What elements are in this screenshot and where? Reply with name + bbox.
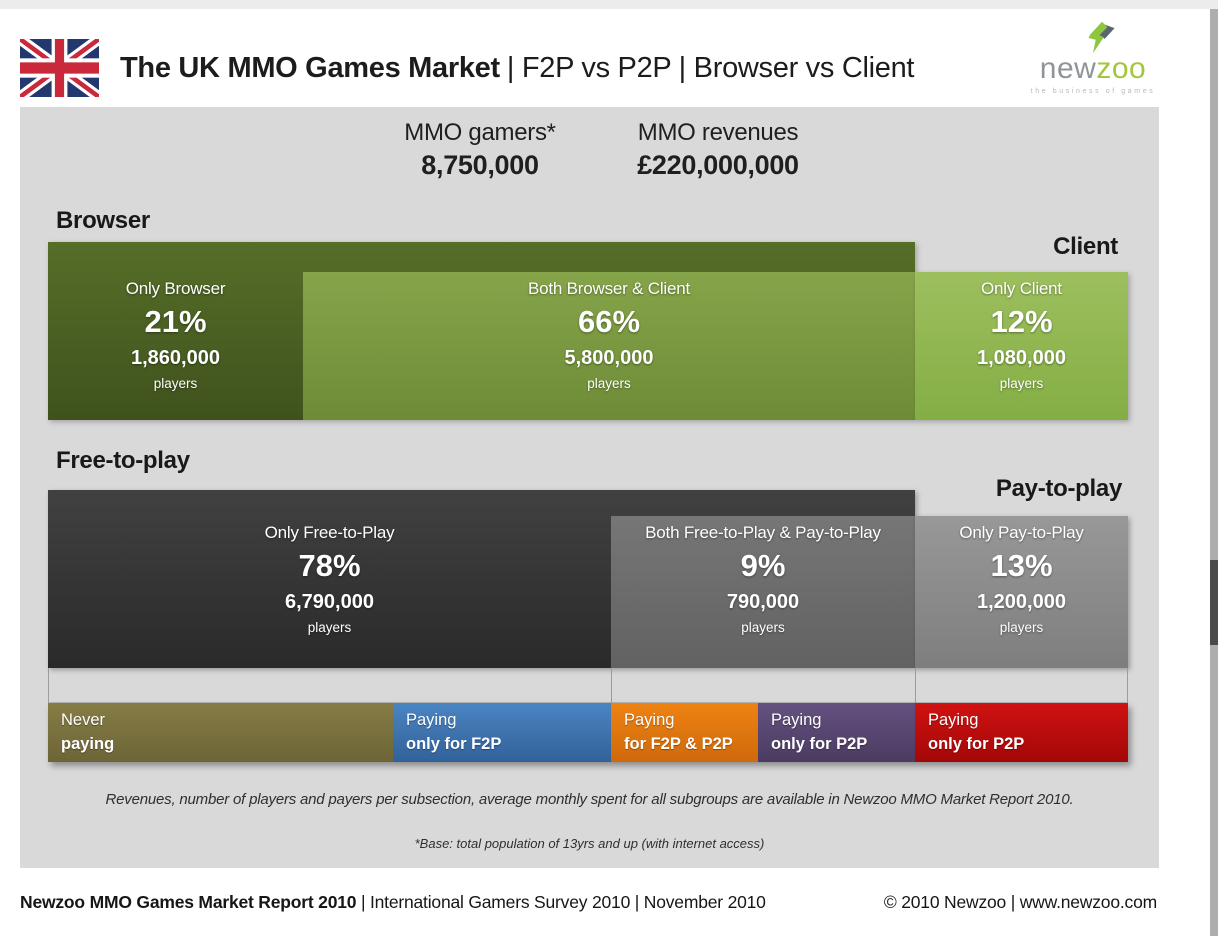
payment-line1: Paying	[771, 711, 822, 729]
logo-new-text: new	[1039, 52, 1097, 85]
title-main: The UK MMO Games Market	[120, 52, 500, 84]
copyright-footer: © 2010 Newzoo | www.newzoo.com	[883, 892, 1157, 912]
segment-unit: players	[999, 376, 1044, 391]
segment-unit: players	[307, 620, 352, 635]
connector-divider	[611, 668, 612, 703]
segment-players: 5,800,000	[564, 347, 654, 369]
segment-unit: players	[741, 620, 785, 635]
segment-label: Only Pay-to-Play	[959, 523, 1084, 542]
report-title: Newzoo MMO Games Market Report 2010	[20, 892, 357, 912]
segment-both-f2p-p2p: Both Free-to-Play & Pay-to-Play 9% 790,0…	[611, 523, 915, 663]
stat-mmo-gamers: MMO gamers* 8,750,000	[360, 119, 600, 181]
free-to-play-header: Free-to-play	[56, 447, 190, 474]
newzoo-tagline: the business of games	[1030, 88, 1156, 95]
segment-players: 790,000	[726, 591, 800, 613]
logo-zoo-text: zoo	[1096, 52, 1147, 85]
newzoo-wordmark: newzoo	[1022, 54, 1164, 84]
segment-both-browser-client: Both Browser & Client 66% 5,800,000 play…	[303, 279, 915, 419]
stat-value: 8,750,000	[421, 150, 539, 180]
newzoo-logo: newzoo the business of games	[1022, 20, 1164, 95]
report-footer: Newzoo MMO Games Market Report 2010 | In…	[20, 892, 766, 913]
scrollbar-thumb[interactable]	[1210, 560, 1218, 645]
browser-client-overlap-bar	[303, 272, 915, 420]
stat-value: £220,000,000	[637, 150, 799, 180]
payment-line1: Never	[61, 711, 106, 729]
segment-players: 1,860,000	[131, 347, 220, 369]
payment-line2: only for F2P	[406, 735, 502, 753]
f2p-p2p-overlap-bar	[611, 516, 915, 668]
segment-label: Only Browser	[125, 279, 226, 298]
pay-to-play-bar	[915, 516, 1128, 668]
newzoo-bolt-icon	[1088, 21, 1115, 54]
segment-never-paying: Never paying	[48, 703, 393, 762]
chart-panel: MMO gamers* 8,750,000 MMO revenues £220,…	[20, 107, 1159, 868]
segment-percent: 78%	[298, 548, 361, 583]
stat-mmo-revenues: MMO revenues £220,000,000	[598, 119, 838, 181]
title-subtitle: | F2P vs P2P | Browser vs Client	[506, 52, 915, 84]
segment-label: Both Browser & Client	[527, 279, 691, 298]
payment-line2: only for P2P	[771, 735, 868, 753]
payment-line1: Paying	[406, 711, 457, 729]
segment-label: Both Free-to-Play & Pay-to-Play	[645, 523, 881, 542]
segment-percent: 12%	[990, 304, 1053, 339]
segment-unit: players	[587, 376, 631, 391]
payment-line1: Paying	[928, 711, 979, 729]
segment-only-f2p: Only Free-to-Play 78% 6,790,000 players	[48, 523, 611, 663]
uk-flag-icon	[20, 39, 99, 97]
top-strip	[0, 0, 1218, 9]
segment-players: 6,790,000	[285, 591, 374, 613]
segment-connector-box	[48, 668, 1128, 703]
segment-only-p2p: Only Pay-to-Play 13% 1,200,000 players	[915, 523, 1128, 663]
payment-line2: paying	[61, 735, 115, 753]
segment-only-browser: Only Browser 21% 1,860,000 players	[48, 279, 303, 419]
segment-unit: players	[153, 376, 198, 391]
segment-players: 1,200,000	[977, 591, 1066, 613]
footnote-base: *Base: total population of 13yrs and up …	[414, 836, 765, 851]
pay-to-play-header: Pay-to-play	[995, 475, 1122, 502]
segment-percent: 66%	[577, 304, 641, 339]
browser-header: Browser	[56, 207, 150, 234]
segment-unit: players	[999, 620, 1044, 635]
payment-line2: only for P2P	[928, 735, 1025, 753]
scrollbar-track[interactable]	[1210, 9, 1218, 936]
segment-percent: 9%	[740, 548, 786, 583]
segment-paying-only-p2p: Paying only for P2P	[915, 703, 1128, 762]
segment-percent: 21%	[144, 304, 207, 339]
payment-behaviour-bar: Never paying Paying only for F2P Paying …	[48, 703, 1128, 762]
segment-paying-only-p2p-sub: Paying only for P2P	[758, 703, 915, 762]
footnote-availability: Revenues, number of players and payers p…	[105, 791, 1074, 808]
segment-label: Only Client	[981, 279, 1062, 298]
segment-percent: 13%	[990, 548, 1053, 583]
segment-players: 1,080,000	[977, 347, 1066, 369]
segment-paying-f2p-and-p2p: Paying for F2P & P2P	[611, 703, 758, 762]
page-title: The UK MMO Games Market | F2P vs P2P | Br…	[120, 52, 914, 85]
segment-paying-only-f2p: Paying only for F2P	[393, 703, 611, 762]
report-subtitle: | International Gamers Survey 2010 | Nov…	[360, 892, 766, 912]
payment-line2: for F2P & P2P	[624, 735, 733, 753]
segment-label: Only Free-to-Play	[264, 523, 395, 542]
stat-label: MMO gamers*	[404, 119, 556, 146]
connector-divider	[915, 668, 916, 703]
client-header: Client	[1053, 233, 1118, 260]
client-bar	[915, 272, 1128, 420]
segment-only-client: Only Client 12% 1,080,000 players	[915, 279, 1128, 419]
payment-line1: Paying	[624, 711, 675, 729]
stat-label: MMO revenues	[637, 119, 799, 146]
